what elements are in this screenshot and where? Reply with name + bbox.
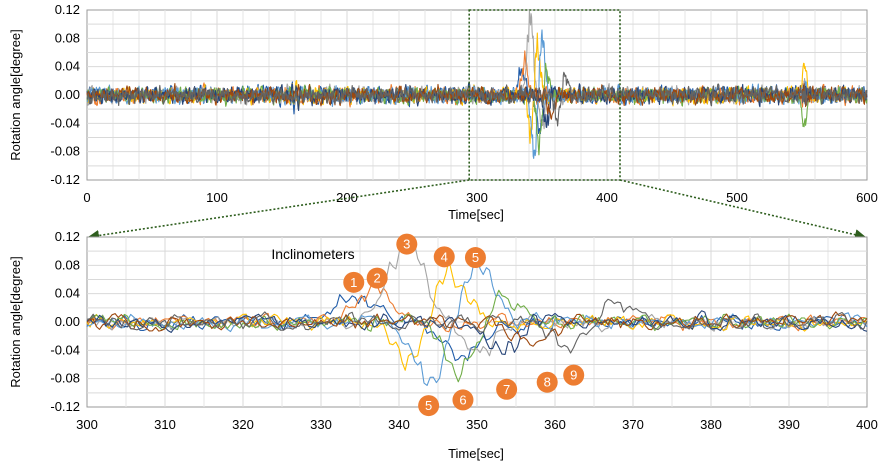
top-y-tick-label: -0.12 <box>50 172 80 187</box>
bot-y-tick-label: 0.00 <box>55 314 80 329</box>
top-y-tick-label: 0.00 <box>55 87 80 102</box>
bottom-x-tick-labels: 300 310 320 330 340 350 360 370 380 390 400 <box>76 417 878 432</box>
zoom-left-arrow <box>87 179 470 242</box>
inclinometer-marker-label: 1 <box>350 275 357 290</box>
inclinometer-marker-circle <box>366 267 388 289</box>
bot-x-tick-label: 300 <box>76 417 98 432</box>
zoom-indicator <box>87 9 867 242</box>
top-y-axis-label: Rotation angle[degree] <box>8 29 23 161</box>
bot-x-tick-label: 380 <box>700 417 722 432</box>
top-x-tick-labels: 0 100 200 300 400 500 600 <box>83 190 877 205</box>
bot-x-tick-label: 390 <box>778 417 800 432</box>
bot-x-tick-label: 340 <box>388 417 410 432</box>
zoom-window-box <box>468 9 621 181</box>
inclinometer-marker-label: 2 <box>374 271 381 286</box>
bottom-y-tick-labels: 0.12 0.08 0.04 0.00 -0.04 -0.08 -0.12 <box>50 229 80 414</box>
inclinometer-marker: 2 <box>366 267 388 289</box>
inclinometer-marker-circle <box>464 247 486 269</box>
top-x-tick-label: 100 <box>206 190 228 205</box>
inclinometer-marker-label: 5 <box>472 250 479 265</box>
bottom-series-line-7 <box>86 310 868 355</box>
inclinometer-marker: 7 <box>496 378 518 400</box>
inclinometer-marker: 1 <box>343 271 365 293</box>
top-x-tick-label: 200 <box>336 190 358 205</box>
bot-y-tick-label: -0.12 <box>50 399 80 414</box>
inclinometer-marker-circle <box>536 371 558 393</box>
inclinometer-marker-label: 3 <box>403 237 410 252</box>
inclinometer-marker: 5 <box>418 395 440 417</box>
inclinometer-marker-circle <box>452 389 474 411</box>
top-x-tick-label: 0 <box>83 190 90 205</box>
inclinometer-marker-label: 4 <box>441 249 448 264</box>
bot-y-tick-label: 0.08 <box>55 257 80 272</box>
top-x-tick-label: 400 <box>596 190 618 205</box>
inclinometer-marker-circle <box>563 364 585 386</box>
inclinometer-marker-label: 7 <box>503 382 510 397</box>
inclinometer-marker-label: 6 <box>459 392 466 407</box>
top-x-tick-label: 300 <box>466 190 488 205</box>
bottom-series-line-9 <box>86 298 868 354</box>
top-y-tick-label: 0.08 <box>55 30 80 45</box>
inclinometer-marker-circle <box>433 246 455 268</box>
bot-y-tick-label: -0.04 <box>50 342 80 357</box>
inclinometer-marker-circle <box>343 271 365 293</box>
bottom-y-axis-label: Rotation angle[degree] <box>8 256 23 388</box>
bottom-series-line-6 <box>86 289 868 383</box>
bot-x-tick-label: 320 <box>232 417 254 432</box>
inclinometer-marker: 8 <box>536 371 558 393</box>
inclinometer-markers: 1 2 3 4 5 5 6 7 8 9 <box>343 233 585 417</box>
inclinometer-marker: 6 <box>452 389 474 411</box>
bottom-chart: 0.120.080.040.00-0.04-0.08-0.12 300 310 32… <box>8 229 878 461</box>
top-chart: 0.12 0.08 0.04 0.00 -0.04 -0.08 -0.12 0 100 200 3… <box>8 2 878 222</box>
inclinometer-marker-circle <box>496 378 518 400</box>
top-series-line-9 <box>86 71 868 127</box>
inclinometer-marker-label: 8 <box>544 375 551 390</box>
inclinometer-marker-circle <box>418 395 440 417</box>
bot-x-tick-label: 400 <box>856 417 878 432</box>
top-y-tick-label: 0.12 <box>55 2 80 17</box>
top-x-tick-label: 600 <box>856 190 878 205</box>
bottom-x-axis-label: Time[sec] <box>448 446 504 461</box>
top-x-axis-label: Time[sec] <box>448 207 504 222</box>
top-y-tick-label: 0.04 <box>55 59 80 74</box>
inclinometer-marker-label: 9 <box>570 368 577 383</box>
inclinometer-marker: 3 <box>396 233 418 255</box>
bot-x-tick-label: 310 <box>154 417 176 432</box>
bot-y-tick-label: -0.08 <box>50 371 80 386</box>
top-x-tick-label: 500 <box>726 190 748 205</box>
top-y-tick-labels: 0.12 0.08 0.04 0.00 -0.04 -0.08 -0.12 <box>50 2 80 187</box>
bot-x-tick-label: 360 <box>544 417 566 432</box>
zoom-right-arrow <box>619 179 867 241</box>
bot-y-tick-label: 0.12 <box>55 229 80 244</box>
bot-x-tick-label: 350 <box>466 417 488 432</box>
inclinometer-marker-circle <box>396 233 418 255</box>
bot-x-tick-label: 330 <box>310 417 332 432</box>
bot-x-tick-label: 370 <box>622 417 644 432</box>
top-y-tick-label: -0.08 <box>50 144 80 159</box>
inclinometer-marker: 5 <box>464 247 486 269</box>
bot-y-tick-label: 0.04 <box>55 286 80 301</box>
top-series-group <box>86 10 868 159</box>
inclinometer-marker-label: 5 <box>425 398 432 413</box>
top-y-tick-label: -0.04 <box>50 115 80 130</box>
inclinometer-marker: 4 <box>433 246 455 268</box>
bottom-series-line-1 <box>86 294 868 362</box>
inclinometers-label: Inclinometers <box>271 246 354 262</box>
inclinometer-marker: 9 <box>563 364 585 386</box>
